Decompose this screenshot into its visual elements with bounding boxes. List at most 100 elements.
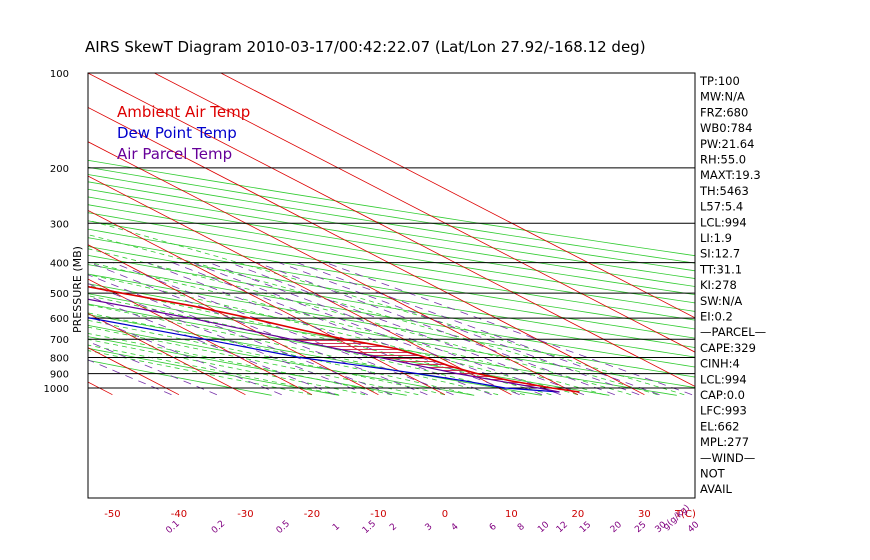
mixing-ratio-tick-label: 20: [609, 520, 624, 535]
legend-entry: Dew Point Temp: [117, 124, 237, 142]
stat-line: LCL:994: [700, 372, 747, 386]
stat-line: WB0:784: [700, 121, 752, 135]
mixing-ratio-tick-label: 6: [488, 522, 499, 533]
isotherm: [88, 244, 379, 396]
mixing-ratio-line: [229, 262, 585, 396]
isotherm: [88, 175, 512, 396]
temp-bottom-tick-label: 30: [638, 509, 651, 520]
plot-frame: [87, 72, 696, 499]
isobar-lines: [88, 167, 695, 389]
isotherm: [219, 73, 695, 319]
mixing-ratio-tick-label: 10: [536, 520, 551, 535]
stat-line: NOT: [700, 467, 726, 481]
stat-line: —WIND—: [700, 451, 755, 465]
mixing-ratio-tick-labels: 0.1 0.2 0.5 1 1.5 2 3 4 6 8 10 12 15 20 25 30 40: [164, 519, 701, 536]
stat-line: MPL:277: [700, 435, 749, 449]
mixing-ratio-line: [257, 262, 615, 396]
dry-adiabat: [88, 336, 407, 396]
temp-bottom-tick-label: -50: [104, 509, 120, 520]
dry-adiabat: [88, 359, 272, 396]
mixing-ratio-line: [278, 262, 640, 396]
profile-line: [88, 317, 560, 393]
stat-line: RH:55.0: [700, 153, 746, 167]
dry-adiabat: [88, 174, 695, 272]
pressure-tick-label: 600: [50, 314, 69, 325]
stat-line: MW:N/A: [700, 90, 745, 104]
chart-title: AIRS SkewT Diagram 2010-03-17/00:42:22.0…: [85, 38, 646, 56]
stat-line: SW:N/A: [700, 294, 742, 308]
pressure-tick-label: 900: [50, 370, 69, 381]
mixing-ratio-line: [172, 262, 520, 396]
dry-adiabat: [88, 228, 695, 330]
moist-adiabat: [88, 326, 419, 396]
stat-line: L57:5.4: [700, 200, 743, 214]
isotherm: [153, 73, 695, 353]
pressure-tick-labels: 100 200 300 400 500 600 700 800 900 1000: [44, 69, 69, 395]
stat-line: LI:1.9: [700, 231, 732, 245]
moist-adiabat: [88, 319, 445, 396]
dry-adiabat: [88, 283, 695, 388]
isotherm: [88, 141, 579, 396]
moist-adiabat: [88, 261, 605, 396]
mixing-ratio-line: [325, 262, 693, 396]
dry-adiabat: [88, 254, 695, 358]
pressure-tick-label: 300: [50, 219, 69, 230]
mixing-ratio-line: [296, 262, 660, 396]
stat-line: TT:31.1: [699, 262, 742, 276]
stat-line: PW:21.64: [700, 137, 754, 151]
stat-line: MAXT:19.3: [700, 168, 761, 182]
mixing-ratio-tick-label: 4: [450, 522, 461, 533]
pressure-tick-label: 200: [50, 164, 69, 175]
mixing-ratio-line: [208, 262, 561, 396]
legend: Ambient Air Temp Dew Point Temp Air Parcel…: [117, 103, 250, 163]
pressure-tick-label: 500: [50, 289, 69, 300]
dry-adiabat: [88, 196, 695, 296]
stat-line: AVAIL: [700, 482, 733, 496]
dry-adiabat: [88, 220, 695, 321]
mixing-ratio-tick-label: 0.5: [275, 519, 292, 536]
isotherm: [0, 59, 46, 395]
temperature-bottom-tick-labels: -50 -40 -30 -20 -10 0 10 20 30: [104, 509, 651, 520]
y-axis-label: PRESSURE (MB): [71, 246, 84, 333]
mixing-ratio-tick-label: 1.5: [361, 519, 378, 536]
mixing-ratio-tick-label: 12: [555, 520, 570, 535]
moist-adiabat: [88, 350, 312, 396]
isotherm: [88, 312, 246, 396]
mixing-ratio-tick-label: 3: [424, 522, 435, 533]
temp-axis-label: T(C): [674, 509, 696, 520]
pressure-tick-label: 100: [50, 69, 69, 80]
mixing-ratio-line: [88, 283, 368, 396]
dry-adiabat: [88, 237, 695, 339]
stat-line: CAPE:329: [700, 341, 756, 355]
stat-line: LCL:994: [700, 215, 747, 229]
moist-adiabat: [88, 274, 579, 396]
pressure-tick-label: 700: [50, 335, 69, 346]
moist-adiabat: [88, 248, 632, 396]
stat-line: TP:100: [699, 74, 740, 88]
temp-bottom-tick-label: -20: [304, 509, 320, 520]
isotherm: [88, 106, 645, 396]
dry-adiabat: [88, 347, 340, 396]
temp-bottom-tick-label: -40: [171, 509, 187, 520]
temp-bottom-tick-label: -10: [370, 509, 386, 520]
mixing-ratio-tick-label: 15: [578, 520, 593, 535]
mixing-ratio-tick-label: 2: [388, 522, 399, 533]
mixing-ratio-tick-label: 1: [331, 522, 342, 533]
mixing-ratio-line: [147, 262, 492, 396]
mixing-ratio-line: [89, 262, 428, 396]
pressure-tick-label: 400: [50, 259, 69, 270]
dry-adiabat: [88, 293, 677, 396]
mixing-ratio-tick-label: 40: [686, 520, 701, 535]
stat-line: CAP:0.0: [700, 388, 745, 402]
mixing-ratio-line: [88, 274, 393, 396]
stat-line: EL:662: [700, 419, 740, 433]
stat-line: FRZ:680: [700, 105, 748, 119]
mixing-ratio-line: [192, 262, 543, 396]
isotherm: [88, 209, 446, 396]
dry-adiabat: [88, 264, 695, 368]
temp-bottom-tick-label: -30: [237, 509, 253, 520]
stat-line: —PARCEL—: [700, 325, 766, 339]
dry-adiabat: [88, 246, 695, 348]
stat-line: LFC:993: [700, 404, 747, 418]
